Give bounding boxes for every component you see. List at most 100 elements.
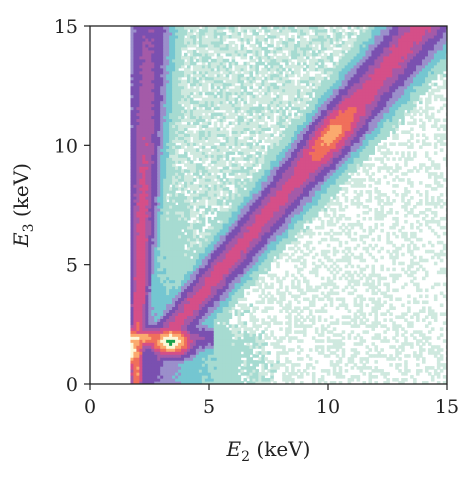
heatmap-cell: [225, 82, 230, 87]
heatmap-cell: [234, 219, 239, 224]
heatmap-cell: [145, 130, 149, 134]
heatmap-cell: [243, 46, 248, 51]
heatmap-cell: [160, 330, 164, 334]
heatmap-cell: [213, 309, 218, 313]
heatmap-cell: [133, 294, 138, 299]
heatmap-cell: [246, 216, 251, 221]
heatmap-cell: [207, 205, 212, 209]
heatmap-cell: [219, 354, 224, 358]
heatmap-cell: [228, 160, 233, 164]
heatmap-cell: [204, 40, 209, 45]
heatmap-cell: [178, 193, 182, 197]
heatmap-cell: [243, 255, 248, 260]
heatmap-cell: [157, 103, 161, 108]
heatmap-cell: [178, 321, 182, 325]
heatmap-cell: [243, 202, 248, 206]
heatmap-cell: [136, 118, 140, 123]
heatmap-cell: [198, 31, 203, 36]
heatmap-cell: [151, 199, 155, 203]
heatmap-cell: [151, 193, 155, 197]
heatmap-cell: [246, 166, 251, 170]
heatmap-cell: [192, 369, 197, 373]
heatmap-cell: [231, 273, 236, 278]
heatmap-cell: [154, 181, 158, 185]
heatmap-cell: [246, 336, 251, 340]
heatmap-cell: [201, 139, 206, 143]
heatmap-cell: [189, 297, 194, 302]
heatmap-cell: [192, 303, 197, 308]
heatmap-cell: [255, 82, 259, 87]
heatmap-cell: [204, 64, 209, 69]
heatmap-cell: [184, 205, 188, 209]
heatmap-cell: [207, 324, 212, 328]
heatmap-cell: [142, 187, 146, 191]
heatmap-cell: [154, 160, 158, 164]
heatmap-cell: [178, 115, 182, 120]
heatmap-cell: [234, 169, 239, 173]
heatmap-cell: [213, 270, 218, 275]
heatmap-cell: [169, 261, 173, 266]
heatmap-cell: [192, 28, 197, 33]
heatmap-cell: [145, 199, 149, 203]
heatmap-cell: [169, 148, 173, 152]
heatmap-cell: [246, 160, 251, 164]
heatmap-cell: [252, 336, 257, 340]
heatmap-cell: [243, 330, 248, 334]
heatmap-cell: [130, 315, 135, 319]
heatmap-cell: [184, 94, 188, 99]
heatmap-cell: [169, 58, 173, 63]
heatmap-cell: [130, 76, 135, 81]
heatmap-cell: [175, 330, 179, 334]
heatmap-cell: [201, 103, 206, 108]
heatmap-cell: [234, 112, 239, 117]
heatmap-cell: [219, 28, 224, 33]
heatmap-cell: [192, 228, 197, 233]
heatmap-cell: [139, 73, 143, 78]
heatmap-cell: [204, 151, 209, 155]
heatmap-cell: [243, 130, 248, 134]
heatmap-cell: [175, 300, 179, 305]
heatmap-cell: [228, 70, 233, 75]
heatmap-cell: [178, 40, 182, 45]
heatmap-cell: [243, 249, 248, 254]
heatmap-cell: [204, 55, 209, 60]
heatmap-cell: [139, 175, 143, 179]
heatmap-cell: [261, 145, 265, 149]
heatmap-cell: [204, 366, 209, 370]
heatmap-cell: [148, 315, 152, 319]
heatmap-cell: [189, 381, 194, 384]
heatmap-cell: [160, 43, 164, 48]
heatmap-cell: [172, 154, 176, 158]
heatmap-cell: [181, 342, 185, 346]
heatmap-cell: [181, 360, 185, 364]
heatmap-cell: [136, 357, 140, 361]
heatmap-cell: [166, 127, 170, 132]
heatmap-cell: [181, 40, 185, 45]
heatmap-cell: [130, 273, 135, 278]
heatmap-cell: [192, 354, 197, 358]
heatmap-cell: [228, 34, 233, 39]
heatmap-cell: [201, 136, 206, 140]
heatmap-cell: [184, 312, 188, 316]
heatmap-cell: [240, 121, 245, 126]
heatmap-cell: [219, 363, 224, 367]
heatmap-cell: [216, 79, 221, 84]
heatmap-cell: [172, 193, 176, 197]
heatmap-cell: [207, 136, 212, 140]
heatmap-cell: [204, 252, 209, 257]
heatmap-cell: [172, 43, 176, 48]
heatmap-cell: [186, 234, 191, 239]
heatmap-cell: [163, 145, 167, 149]
heatmap-cell: [243, 237, 248, 242]
heatmap-cell: [151, 342, 155, 346]
heatmap-cell: [175, 82, 179, 87]
heatmap-cell: [198, 157, 203, 161]
heatmap-cell: [219, 324, 224, 328]
heatmap-cell: [157, 55, 161, 60]
heatmap-cell: [148, 160, 152, 164]
heatmap-cell: [207, 327, 212, 331]
heatmap-cell: [166, 294, 170, 299]
heatmap-cell: [148, 199, 152, 203]
heatmap-cell: [169, 315, 173, 319]
heatmap-cell: [237, 94, 242, 99]
